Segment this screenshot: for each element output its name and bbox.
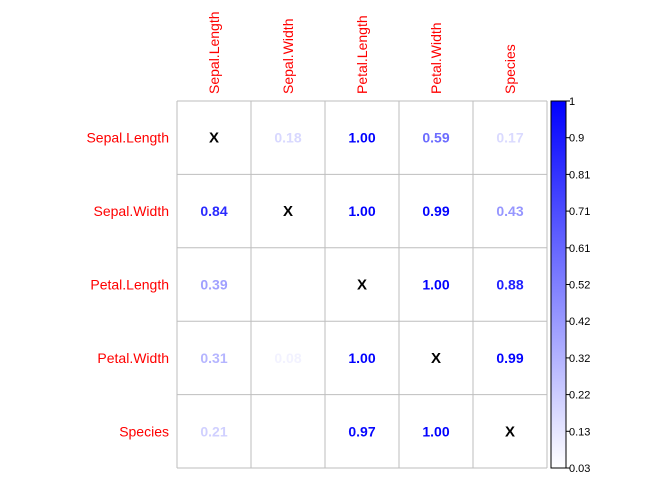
row-label: Petal.Width [97, 350, 169, 366]
column-label: Petal.Length [354, 15, 370, 94]
row-label: Species [119, 423, 169, 439]
cell-value: 0.31 [200, 350, 227, 366]
cell-value: 0.18 [274, 130, 301, 146]
cell-value: 0.97 [348, 423, 375, 439]
colorbar-tick-label: 1 [569, 96, 575, 108]
colorbar-gradient [550, 100, 567, 469]
column-labels: Sepal.Length Sepal.Width Petal.Length Petal… [206, 11, 518, 94]
row-labels: Sepal.Length Sepal.Width Petal.Length Petal… [86, 130, 169, 440]
cell-value: 0.43 [496, 203, 523, 219]
cell-value: 0.99 [496, 350, 523, 366]
row-label: Sepal.Length [86, 130, 169, 146]
colorbar-tick-label: 0.61 [569, 243, 590, 255]
cell-value: 0.17 [496, 130, 523, 146]
colorbar-tick-label: 0.03 [569, 463, 590, 475]
colorbar-tick-label: 0.71 [569, 206, 590, 218]
column-label: Sepal.Width [280, 19, 296, 94]
cell-value: 0.59 [422, 130, 449, 146]
colorbar-tick-label: 0.32 [569, 353, 590, 365]
cell-value: 1.00 [422, 277, 449, 293]
row-label: Petal.Length [90, 277, 169, 293]
column-label: Species [502, 44, 518, 94]
colorbar-tick-label: 0.22 [569, 390, 590, 402]
cell-value: 0.21 [200, 423, 227, 439]
row-label: Sepal.Width [94, 203, 169, 219]
colorbar: 1 0.9 0.81 0.71 0.61 0.52 0.42 0.32 0.22 0.13 0.03 [550, 96, 590, 475]
heatmap-grid [176, 100, 548, 469]
diagonal-marker: X [505, 423, 515, 440]
diagonal-marker: X [283, 203, 293, 220]
cell-value: 0.08 [274, 350, 301, 366]
diagonal-marker: X [357, 277, 367, 294]
cell-value: 1.00 [348, 203, 375, 219]
colorbar-tick-label: 0.13 [569, 426, 590, 438]
diagonal-marker: X [431, 350, 441, 367]
cell-value: 0.84 [200, 203, 227, 219]
colorbar-tick-label: 0.9 [569, 133, 584, 145]
column-label: Petal.Width [428, 22, 444, 94]
column-label: Sepal.Length [206, 11, 222, 94]
cell-value: 1.00 [348, 130, 375, 146]
cell-value: 0.39 [200, 277, 227, 293]
diagonal-marker: X [209, 130, 219, 147]
cell-value: 1.00 [422, 423, 449, 439]
cell-value: 0.99 [422, 203, 449, 219]
cell-value: 0.88 [496, 277, 523, 293]
heatmap-cells: X 0.18 1.00 0.59 0.17 0.84 X 1.00 0.99 0.43 0.39 X 1… [200, 130, 523, 441]
colorbar-tick-label: 0.81 [569, 169, 590, 181]
colorbar-tick-label: 0.52 [569, 280, 590, 292]
colorbar-tick-label: 0.42 [569, 316, 590, 328]
cell-value: 1.00 [348, 350, 375, 366]
